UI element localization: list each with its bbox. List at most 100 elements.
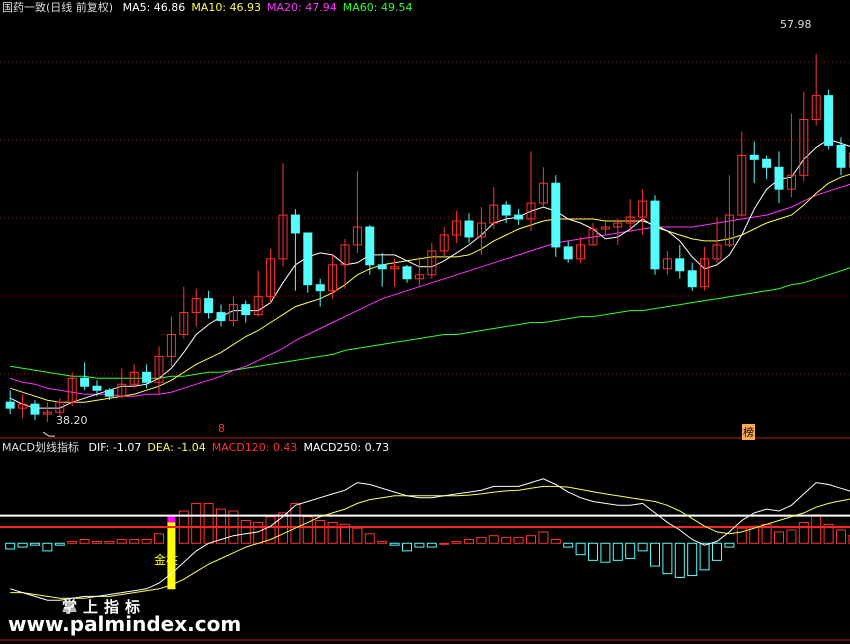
macd-hist-bar xyxy=(67,540,78,544)
ma20-line xyxy=(10,183,850,397)
macd-hist-bar xyxy=(302,516,313,544)
ma-legend: MA5: 46.86 MA10: 46.93 MA20: 47.94 MA60: 49… xyxy=(123,1,419,14)
candle-body xyxy=(104,389,114,397)
macd-hist-bar xyxy=(464,538,474,544)
macd-hist-bar xyxy=(476,537,487,544)
macd-hist-bar xyxy=(104,540,115,544)
candle-body xyxy=(80,377,90,387)
candle-body xyxy=(724,214,734,246)
signal-marker-left: 8 xyxy=(218,422,225,435)
stock-title: 国药一致(日线 前复权) xyxy=(2,1,114,14)
candle-body xyxy=(700,258,710,288)
candle-body xyxy=(278,214,288,260)
macd-hist-bar xyxy=(451,540,462,544)
candle-body xyxy=(241,304,251,316)
candle-body xyxy=(266,258,276,298)
macd-hist-bar xyxy=(327,521,338,544)
candle-body xyxy=(774,166,784,190)
macd-hist-bar xyxy=(699,542,710,571)
macd-hist-bar xyxy=(116,538,127,544)
candle-body xyxy=(290,214,300,234)
macd-hist-bar xyxy=(811,514,822,544)
watermark-url: www.palmindex.com xyxy=(8,612,242,636)
candle-body xyxy=(576,244,586,260)
macd-hist-bar xyxy=(5,542,16,550)
candle-body xyxy=(365,226,375,266)
candle-body xyxy=(179,312,189,335)
candle-body xyxy=(625,216,635,224)
candle-body xyxy=(117,383,127,397)
candle-body xyxy=(427,250,437,276)
candle-body xyxy=(675,258,685,272)
candle-body xyxy=(737,154,747,216)
candle-body xyxy=(390,266,400,270)
candle-body xyxy=(414,274,424,280)
macd-hist-bar xyxy=(662,542,673,575)
macd-legend-item-2: MACD120: 0.43 xyxy=(211,441,298,454)
macd-hist-bar xyxy=(600,542,611,563)
candle-body xyxy=(204,298,214,314)
candle-body xyxy=(526,202,536,220)
candle-body xyxy=(501,204,511,216)
macd-legend-item-3: MACD250: 0.73 xyxy=(303,441,390,454)
macd-hist-bar xyxy=(191,502,202,544)
candle-body xyxy=(489,204,499,224)
candle-body xyxy=(340,244,350,266)
macd-hist-bar xyxy=(526,535,536,544)
macd-hist-bar xyxy=(625,542,636,559)
candle-body xyxy=(848,152,850,168)
candle-body xyxy=(92,385,102,391)
candle-body xyxy=(452,220,462,236)
candle-body xyxy=(377,264,387,270)
macd-hist-bar xyxy=(54,542,65,546)
macd-hist-bar xyxy=(538,531,549,544)
macd-hist-bar xyxy=(501,537,512,544)
ma5-line xyxy=(9,138,850,409)
macd-hist-bar xyxy=(736,527,747,544)
ma-legend-item-0: MA5: 46.86 xyxy=(122,1,186,14)
golden-bar-label: 金柱 xyxy=(154,553,179,567)
macd-hist-bar xyxy=(141,538,152,544)
ma-legend-item-2: MA20: 47.94 xyxy=(267,1,337,14)
macd-hist-bar xyxy=(278,512,288,544)
macd-hist-bar xyxy=(129,538,140,544)
ma60-line xyxy=(10,267,850,379)
candle-body xyxy=(67,377,77,403)
macd-legend: DIF: -1.07 DEA: -1.04 MACD120: 0.43 MACD250… xyxy=(88,441,395,454)
macd-title: MACD划线指标 xyxy=(2,441,79,454)
candle-body xyxy=(712,244,722,260)
macd-legend-item-1: DEA: -1.04 xyxy=(147,441,206,454)
signal-marker-right: 榜 xyxy=(742,424,755,440)
macd-hist-bar xyxy=(836,529,846,544)
macd-hist-bar xyxy=(637,542,648,552)
macd-hist-bar xyxy=(848,535,850,544)
candle-body xyxy=(402,266,412,280)
candle-body xyxy=(551,182,561,248)
ma-legend-item-1: MA10: 46.93 xyxy=(191,1,262,14)
candle-body xyxy=(799,119,809,176)
candle-body xyxy=(687,270,697,288)
ma10-line xyxy=(10,173,850,403)
price-header: 国药一致(日线 前复权) MA5: 46.86 MA10: 46.93 MA20: … xyxy=(2,0,424,16)
macd-hist-bar xyxy=(79,538,90,544)
candle-body xyxy=(166,333,176,357)
candle-body xyxy=(662,258,672,270)
candle-body xyxy=(638,200,648,218)
macd-hist-bar xyxy=(513,537,524,544)
candle-body xyxy=(762,158,772,168)
candle-body xyxy=(836,144,846,168)
macd-header: MACD划线指标 DIF: -1.07 DEA: -1.04 MACD120: 0.… xyxy=(2,440,401,456)
golden-bar xyxy=(167,522,176,590)
macd-hist-bar xyxy=(612,542,623,561)
candle-body xyxy=(588,228,598,246)
candle-body xyxy=(42,411,52,415)
candle-body xyxy=(142,371,152,383)
macd-hist-bar xyxy=(203,502,214,544)
macd-hist-bar xyxy=(402,542,412,552)
macd-hist-bar xyxy=(786,529,797,544)
macd-hist-bar xyxy=(798,521,809,544)
candle-body xyxy=(253,296,263,316)
candle-body xyxy=(228,304,238,322)
macd-hist-bar xyxy=(563,542,574,548)
high-price-label: 57.98 xyxy=(780,18,812,31)
